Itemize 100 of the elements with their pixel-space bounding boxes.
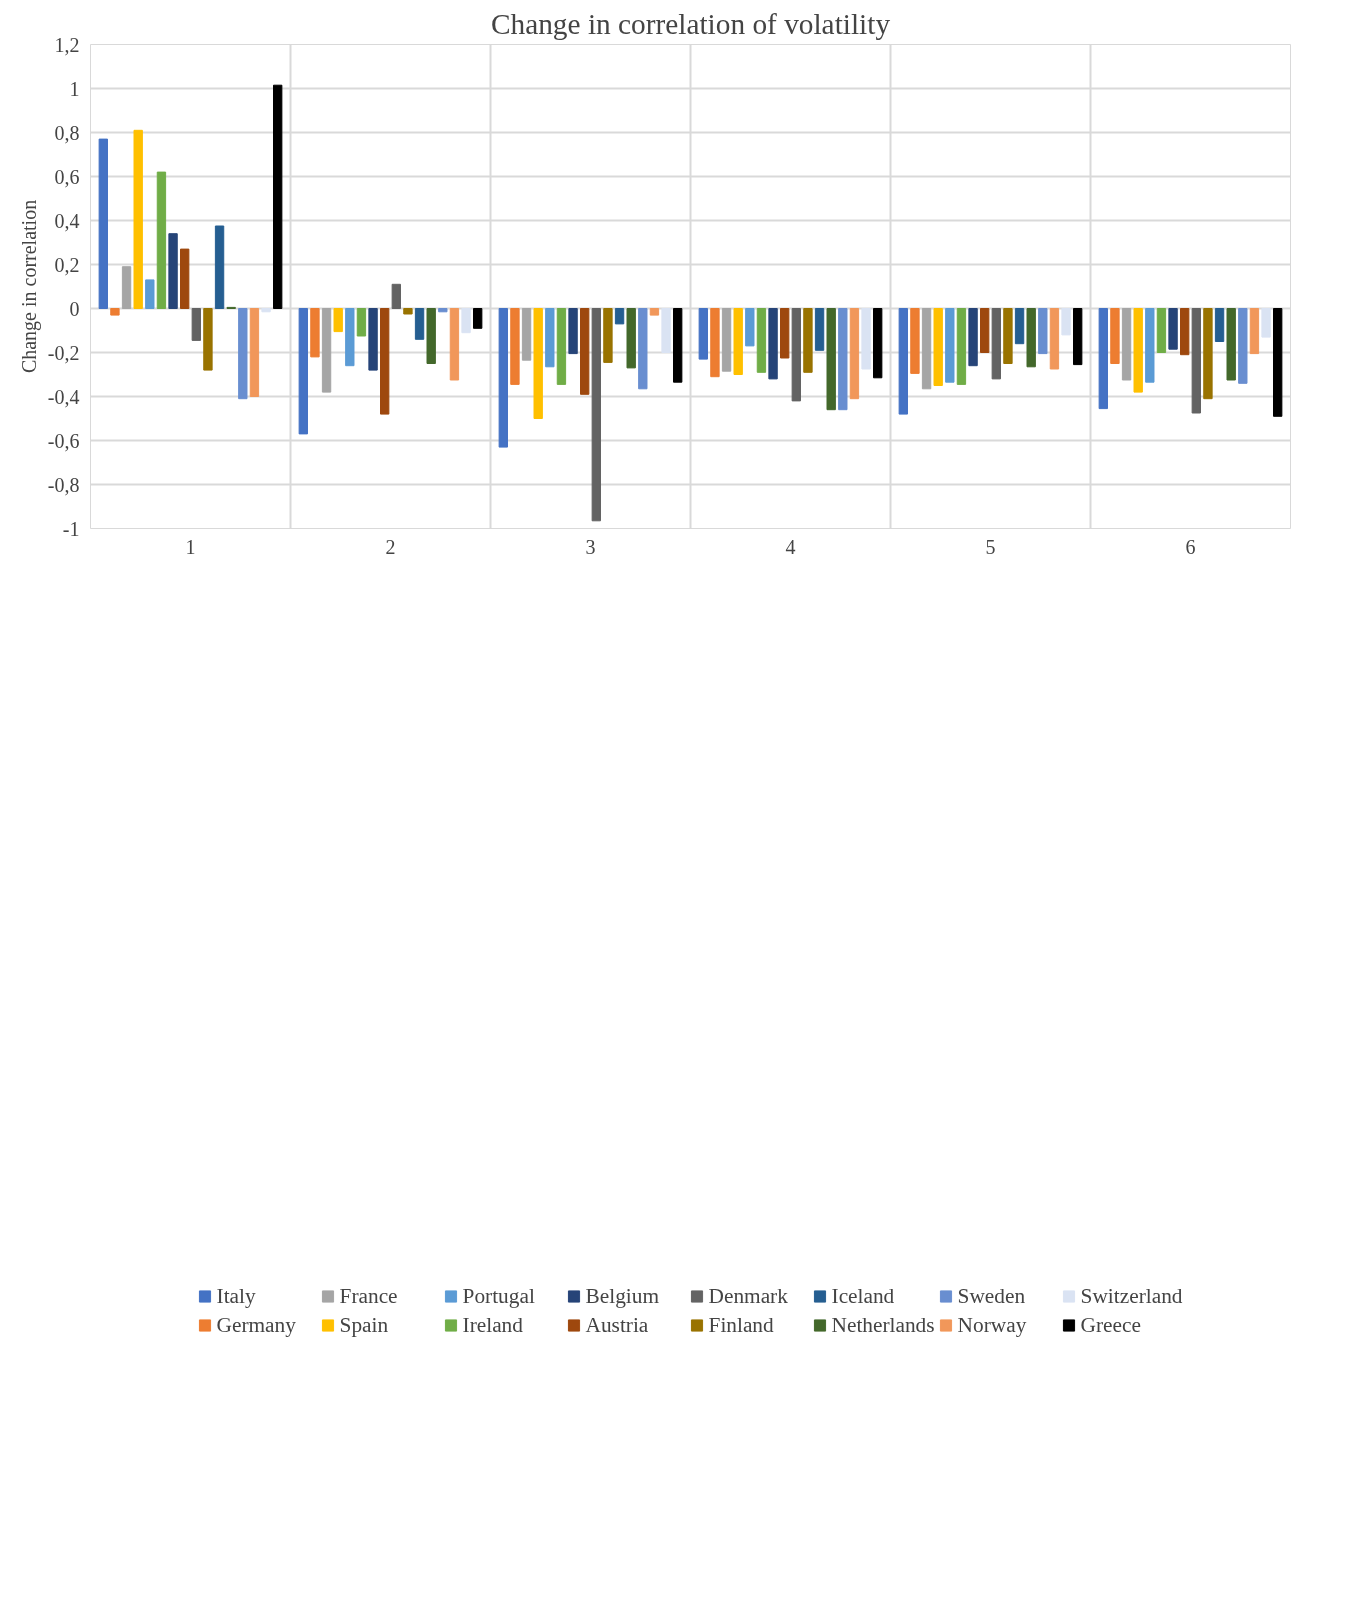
legend-label: Greece	[1080, 1312, 1142, 1338]
bar	[956, 308, 967, 385]
bar	[603, 308, 613, 363]
bar	[498, 308, 508, 448]
bar	[826, 308, 836, 411]
bar	[133, 129, 143, 309]
bar	[933, 308, 943, 386]
bar	[1073, 308, 1083, 366]
legend-label: Denmark	[708, 1283, 789, 1309]
bar	[1203, 308, 1213, 400]
bar	[1121, 308, 1132, 381]
bar	[121, 266, 132, 309]
bar	[626, 308, 636, 369]
bar	[403, 308, 413, 315]
bar	[721, 308, 732, 372]
bar	[910, 308, 920, 374]
bar	[1026, 308, 1036, 368]
legend-label: Switzerland	[1080, 1283, 1183, 1309]
bar	[1249, 308, 1260, 355]
bar	[391, 283, 401, 309]
bar	[921, 308, 932, 390]
bar	[873, 308, 883, 379]
bar	[191, 308, 201, 341]
bar	[568, 308, 578, 355]
bar	[768, 308, 778, 380]
y-tick-label: 0,6	[54, 165, 80, 188]
bar	[838, 308, 848, 411]
bar	[814, 308, 825, 351]
bar	[545, 308, 555, 368]
bar	[556, 308, 567, 385]
bar	[849, 308, 860, 400]
bar	[1110, 308, 1120, 364]
x-tick-label: 5	[985, 535, 996, 558]
bar	[1145, 308, 1155, 383]
legend-label: Italy	[216, 1283, 257, 1309]
legend-label: Iceland	[831, 1283, 896, 1309]
x-tick-label: 4	[785, 535, 796, 558]
legend-label: France	[339, 1283, 399, 1309]
y-tick-label: 1,2	[54, 33, 80, 56]
bar	[426, 308, 436, 364]
y-tick-label: -0,4	[47, 385, 80, 408]
bar	[638, 308, 648, 390]
bar	[803, 308, 813, 373]
y-tick-label: 1	[69, 77, 80, 100]
bar	[1261, 308, 1271, 338]
bar	[98, 138, 108, 309]
y-tick-label: -1	[62, 517, 80, 540]
bar	[991, 308, 1001, 380]
y-tick-label: 0,4	[54, 209, 80, 232]
bar	[945, 308, 955, 383]
bar	[1098, 308, 1108, 410]
bar	[710, 308, 720, 378]
legend-label: Portugal	[462, 1283, 536, 1309]
bar	[861, 308, 871, 370]
legend-label: Norway	[957, 1312, 1028, 1338]
bar	[756, 308, 767, 373]
bar	[1156, 308, 1167, 353]
bar	[1273, 308, 1283, 417]
bar	[156, 171, 167, 309]
bar	[733, 308, 743, 375]
y-tick-label: -0,2	[47, 341, 80, 364]
chart-title: Change in correlation of volatility	[490, 7, 891, 40]
x-tick-label: 6	[1185, 535, 1196, 558]
bar	[780, 308, 790, 359]
bar	[461, 308, 471, 334]
bar	[261, 308, 271, 313]
y-tick-label: 0	[69, 297, 80, 320]
bar	[1226, 308, 1236, 381]
y-tick-label: -0,6	[47, 429, 80, 452]
bar	[345, 308, 355, 367]
bar	[1214, 308, 1225, 342]
bar	[1014, 308, 1025, 345]
bar	[1003, 308, 1013, 364]
bar	[745, 308, 755, 347]
bar	[273, 84, 283, 309]
bar	[298, 308, 308, 435]
bar	[649, 308, 660, 316]
bar	[214, 225, 225, 309]
bar	[249, 308, 260, 397]
legend-label: Netherlands	[831, 1312, 935, 1338]
bar	[1180, 308, 1190, 356]
y-tick-label: 0,8	[54, 121, 80, 144]
legend-label: Sweden	[957, 1283, 1027, 1309]
bar	[380, 308, 390, 415]
bar	[521, 308, 532, 361]
legend-label: Spain	[339, 1312, 390, 1338]
bar	[698, 308, 708, 360]
bar	[591, 308, 601, 522]
bar	[1238, 308, 1248, 384]
bar	[145, 279, 155, 309]
bar	[614, 308, 625, 325]
bar	[898, 308, 908, 415]
y-axis-title: Change in correlation	[17, 199, 41, 374]
y-tick-label: -0,8	[47, 473, 80, 496]
bar	[449, 308, 460, 381]
bar	[1168, 308, 1178, 350]
bar	[310, 308, 320, 358]
bar	[368, 308, 378, 371]
bar	[1191, 308, 1201, 414]
legend-label: Belgium	[585, 1283, 660, 1309]
